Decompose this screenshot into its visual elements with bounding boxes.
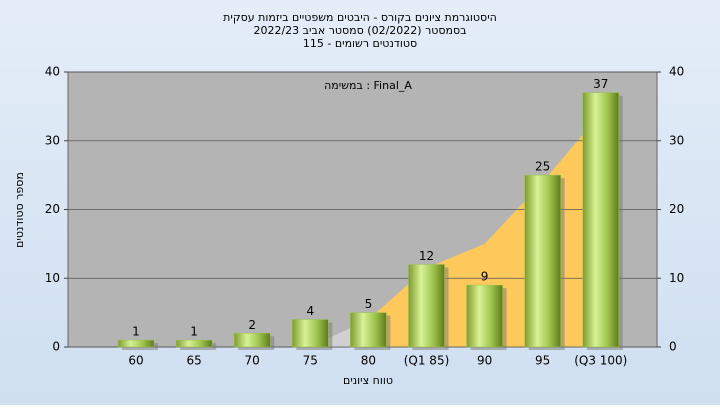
bar — [233, 333, 271, 348]
data-label: 12 — [419, 249, 434, 263]
data-label: 1 — [190, 325, 198, 339]
y-tick-label: 10 — [45, 271, 60, 285]
bar — [175, 339, 213, 348]
y2-tick-label: 10 — [669, 271, 684, 285]
title-line: היסטוגרמת ציונים בקורס - היבטים משפטיים … — [223, 11, 497, 24]
y2-tick-label: 30 — [669, 133, 684, 147]
x-tick-label: 65 — [186, 354, 201, 368]
bar — [408, 264, 445, 348]
bar — [117, 339, 155, 348]
y-tick-label: 30 — [45, 133, 60, 147]
bar — [350, 312, 387, 348]
title-line: סטודנטים רשומים - 115 — [303, 37, 417, 50]
x-tick-label: (Q3 100) — [574, 354, 627, 368]
x-tick-label: 90 — [477, 354, 492, 368]
y2-tick-label: 20 — [669, 202, 684, 216]
data-label: 1 — [132, 325, 140, 339]
x-tick-label: 70 — [245, 354, 260, 368]
data-label: 2 — [248, 318, 256, 332]
x-tick-label: 95 — [535, 354, 550, 368]
data-label: 9 — [481, 270, 489, 284]
data-label: 4 — [306, 304, 314, 318]
bar — [466, 284, 503, 348]
title-line: בסמסטר (02/2022) סמסטר אביב 2022/23 — [253, 24, 466, 37]
y2-tick-label: 0 — [669, 340, 677, 354]
title: היסטוגרמת ציונים בקורס - היבטים משפטיים … — [223, 11, 497, 50]
y-tick-label: 40 — [45, 65, 60, 79]
bar — [524, 174, 561, 348]
x-axis-label: טווח ציונים — [343, 374, 393, 387]
y-tick-label: 0 — [52, 340, 60, 354]
bar — [582, 92, 620, 348]
data-label: 25 — [535, 160, 550, 174]
x-tick-label: 60 — [128, 354, 143, 368]
y-axis-label: מספר סטודנטים — [13, 172, 26, 248]
data-label: 5 — [365, 297, 373, 311]
data-label: 37 — [593, 77, 608, 91]
y2-tick-label: 40 — [669, 65, 684, 79]
annotation: במשימה : Final_A — [324, 79, 412, 92]
x-tick-label: (Q1 85) — [404, 354, 450, 368]
x-tick-label: 75 — [303, 354, 318, 368]
bar — [292, 319, 329, 348]
x-tick-label: 80 — [361, 354, 376, 368]
y-tick-label: 20 — [45, 202, 60, 216]
